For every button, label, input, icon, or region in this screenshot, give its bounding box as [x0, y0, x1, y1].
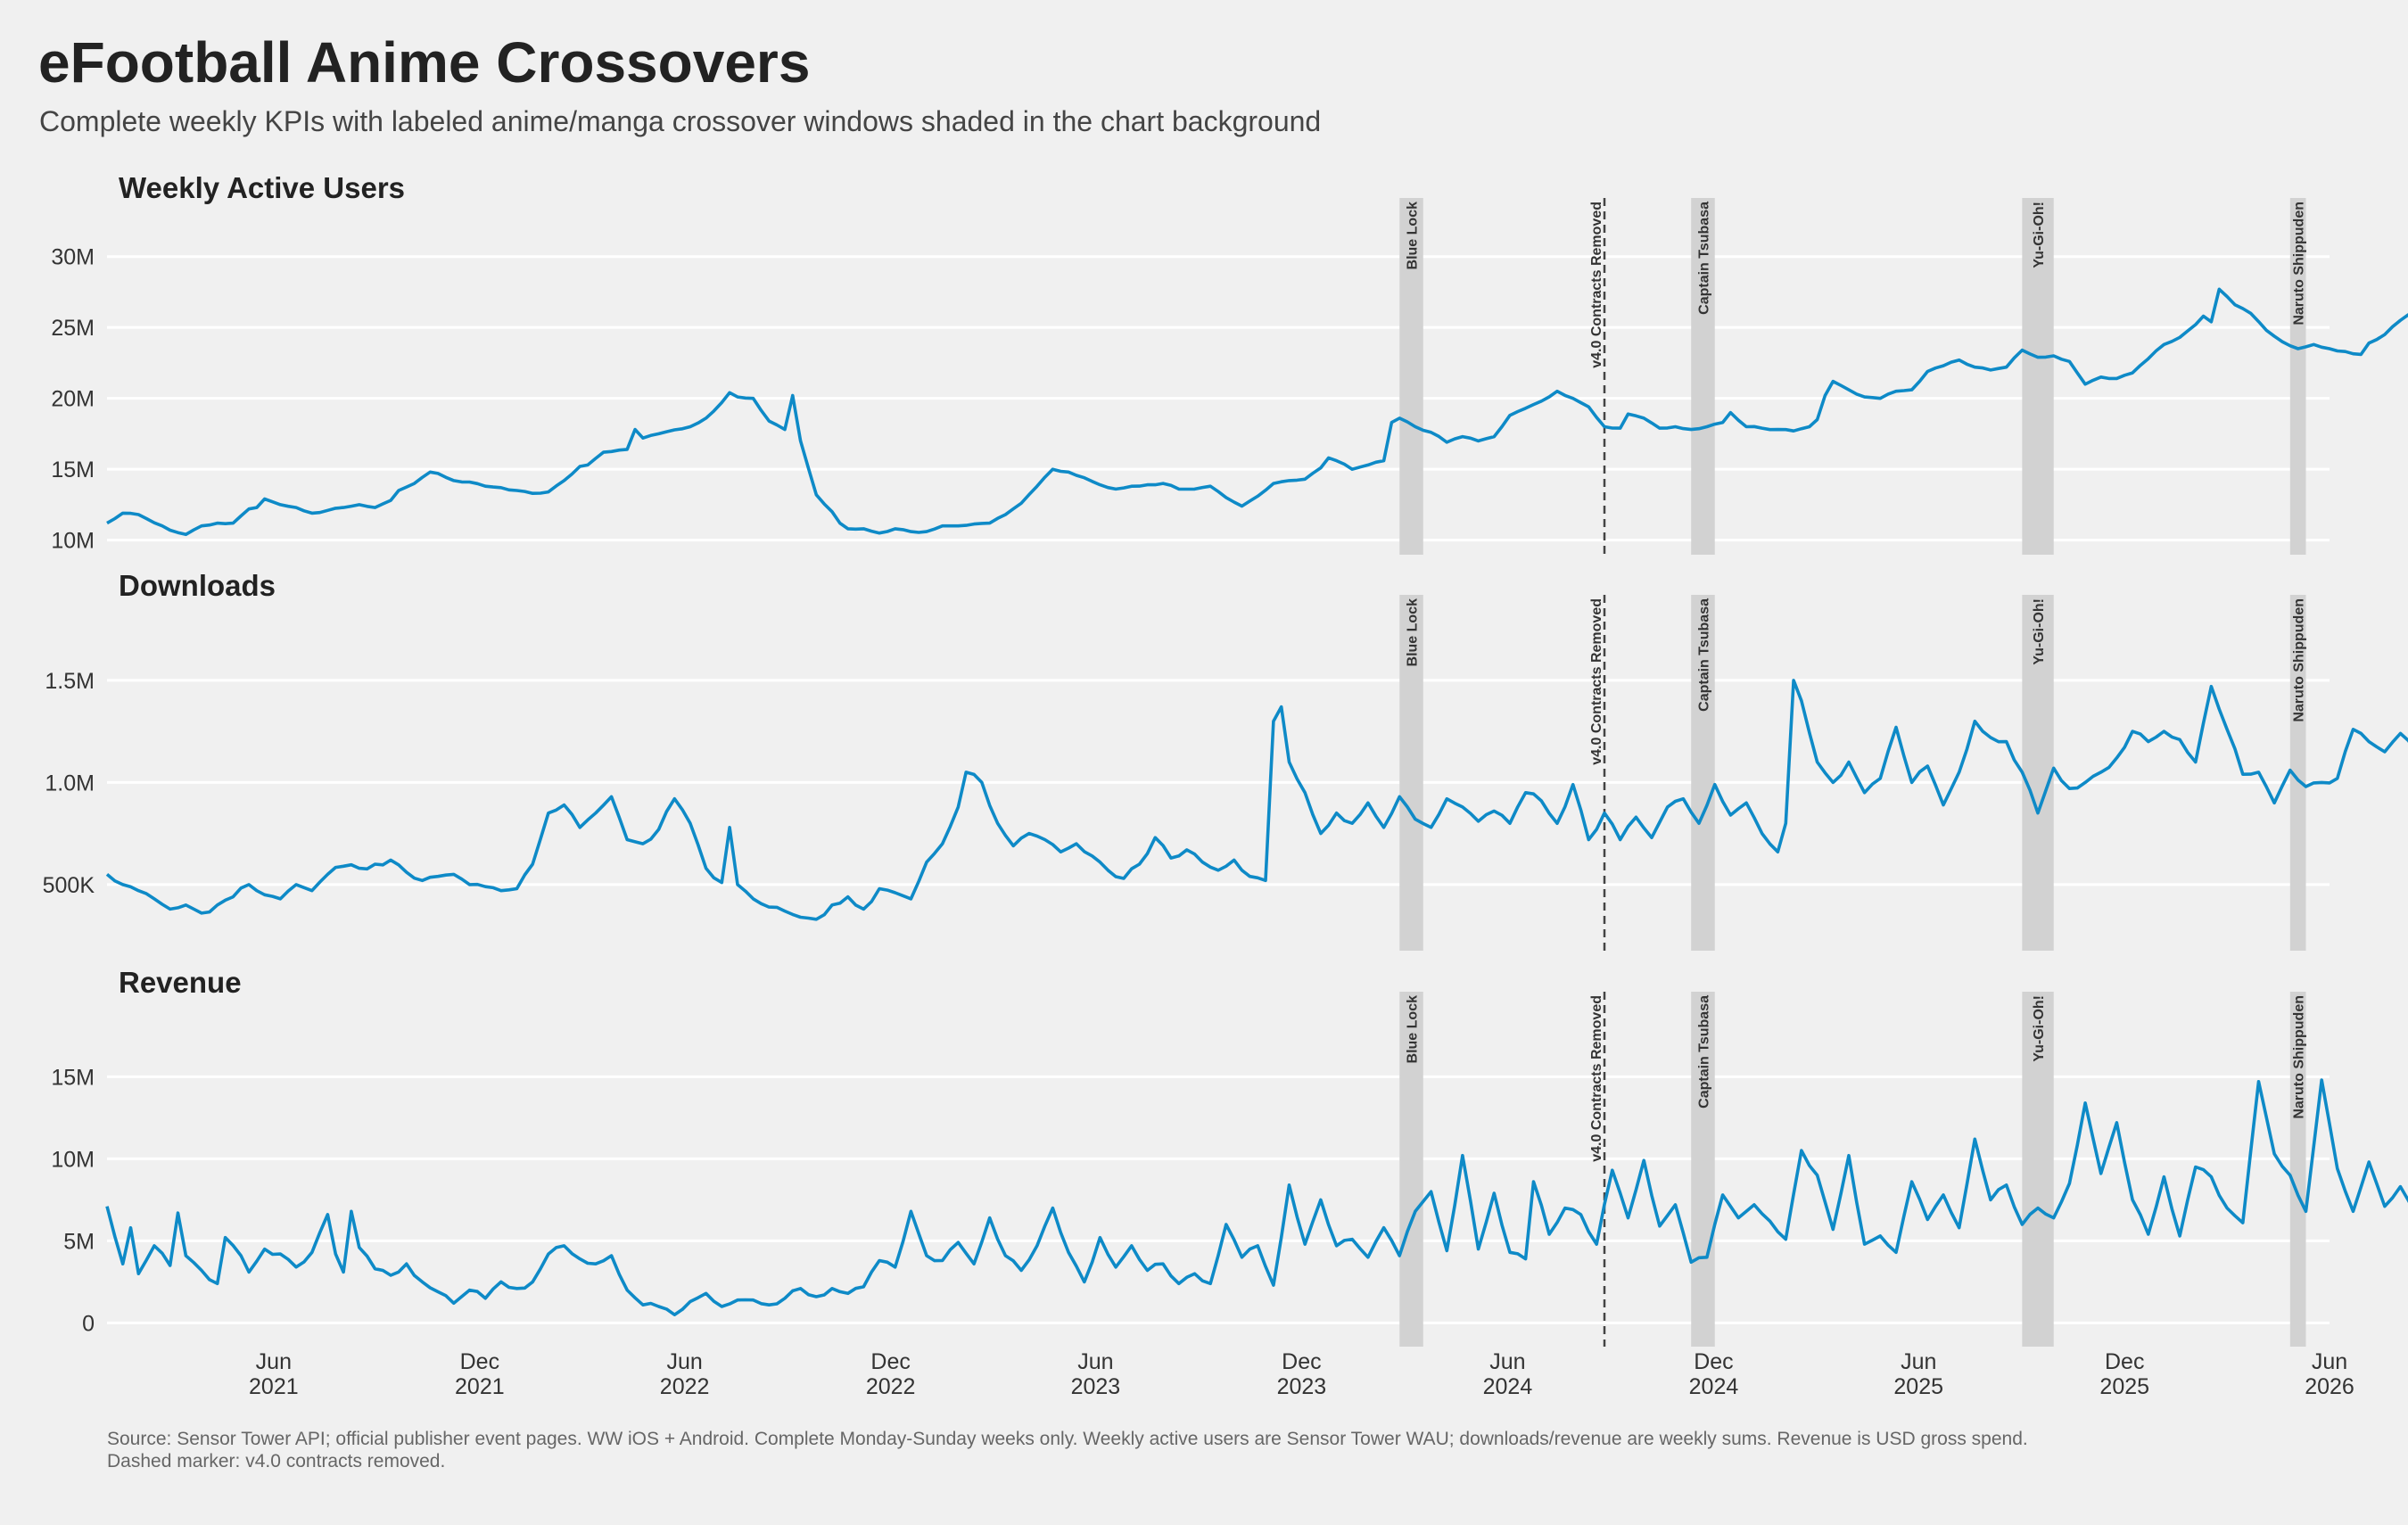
- event-label: Captain Tsubasa: [1696, 598, 1711, 712]
- event-band: [1399, 992, 1423, 1347]
- event-band: [2289, 992, 2306, 1347]
- x-tick-year: 2025: [1893, 1374, 1943, 1399]
- chart-subtitle: Complete weekly KPIs with labeled anime/…: [39, 105, 1321, 137]
- chart-title: eFootball Anime Crossovers: [38, 30, 810, 95]
- series-line: [105, 679, 2408, 921]
- event-band: [2022, 198, 2054, 555]
- x-tick-label: Dec: [2105, 1349, 2144, 1374]
- y-tick-label: 5M: [63, 1229, 95, 1254]
- event-label: Blue Lock: [1406, 598, 1421, 667]
- y-tick-label: 20M: [51, 387, 95, 412]
- x-tick-label: Jun: [1489, 1349, 1525, 1374]
- event-label: Naruto Shippuden: [2292, 995, 2307, 1119]
- panel-title: Downloads: [119, 569, 276, 602]
- event-label: Captain Tsubasa: [1696, 202, 1711, 315]
- panel-revenue: Revenue 0 5M 10M 15M Blue Lock Captain Tsubasa…: [51, 966, 2408, 1347]
- event-band: [1691, 992, 1715, 1347]
- y-tick-label: 10M: [51, 1147, 95, 1172]
- x-tick-label: Dec: [1694, 1349, 1733, 1374]
- event-band: [2022, 992, 2054, 1347]
- x-tick-label: Dec: [870, 1349, 910, 1374]
- y-tick-label: 10M: [51, 529, 95, 554]
- x-axis: Jun2021Dec2021Jun2022Dec2022Jun2023Dec20…: [249, 1349, 2354, 1399]
- x-tick-label: Jun: [256, 1349, 292, 1374]
- x-tick-label: Jun: [666, 1349, 702, 1374]
- y-tick-label: 15M: [51, 458, 95, 482]
- panel-weekly-active-users: Weekly Active Users 10M 15M 20M 25M 30M Blue L…: [51, 171, 2408, 555]
- y-tick-label: 1.0M: [45, 771, 95, 795]
- y-tick-label: 0: [82, 1311, 95, 1336]
- marker-label: v4.0 Contracts Removed: [1589, 598, 1604, 765]
- chart-panels: Weekly Active Users 10M 15M 20M 25M 30M Blue L…: [43, 171, 2408, 1347]
- x-tick-label: Jun: [1077, 1349, 1113, 1374]
- x-tick-label: Dec: [1282, 1349, 1321, 1374]
- x-tick-year: 2021: [455, 1374, 505, 1399]
- source-note-marker: Dashed marker: v4.0 contracts removed.: [107, 1451, 445, 1471]
- series-line: [106, 287, 2408, 537]
- event-label: Blue Lock: [1406, 995, 1421, 1064]
- y-tick-label: 15M: [51, 1065, 95, 1090]
- x-tick-year: 2022: [866, 1374, 916, 1399]
- x-tick-year: 2024: [1689, 1374, 1739, 1399]
- event-band: [2289, 595, 2306, 951]
- source-note: Source: Sensor Tower API; official publi…: [107, 1429, 2028, 1449]
- y-tick-label: 500K: [43, 873, 95, 898]
- event-band: [1399, 198, 1423, 555]
- x-tick-year: 2023: [1277, 1374, 1327, 1399]
- event-band: [2022, 595, 2054, 951]
- x-tick-year: 2025: [2099, 1374, 2149, 1399]
- marker-label: v4.0 Contracts Removed: [1589, 995, 1604, 1162]
- event-label: Blue Lock: [1406, 202, 1421, 270]
- y-tick-label: 25M: [51, 316, 95, 341]
- series-line: [105, 1078, 2408, 1316]
- event-label: Yu-Gi-Oh!: [2032, 995, 2047, 1062]
- y-tick-label: 1.5M: [45, 669, 95, 694]
- y-tick-label: 30M: [51, 245, 95, 270]
- panel-title: Weekly Active Users: [119, 171, 405, 204]
- x-tick-label: Jun: [2312, 1349, 2347, 1374]
- event-band: [1691, 198, 1715, 555]
- event-label: Yu-Gi-Oh!: [2032, 598, 2047, 665]
- x-tick-year: 2021: [249, 1374, 299, 1399]
- x-tick-year: 2023: [1071, 1374, 1121, 1399]
- marker-label: v4.0 Contracts Removed: [1589, 202, 1604, 368]
- event-label: Naruto Shippuden: [2292, 598, 2307, 722]
- event-band: [2289, 198, 2306, 555]
- panel-downloads: Downloads 500K 1.0M 1.5M Blue Lock Captain Ts…: [43, 569, 2408, 951]
- panel-title: Revenue: [119, 966, 242, 999]
- x-tick-label: Dec: [460, 1349, 499, 1374]
- event-label: Naruto Shippuden: [2292, 202, 2307, 326]
- x-tick-year: 2022: [660, 1374, 710, 1399]
- x-tick-year: 2026: [2305, 1374, 2354, 1399]
- event-label: Captain Tsubasa: [1696, 995, 1711, 1109]
- event-label: Yu-Gi-Oh!: [2032, 202, 2047, 268]
- event-band: [1691, 595, 1715, 951]
- x-tick-label: Jun: [1901, 1349, 1936, 1374]
- x-tick-year: 2024: [1483, 1374, 1533, 1399]
- event-band: [1399, 595, 1423, 951]
